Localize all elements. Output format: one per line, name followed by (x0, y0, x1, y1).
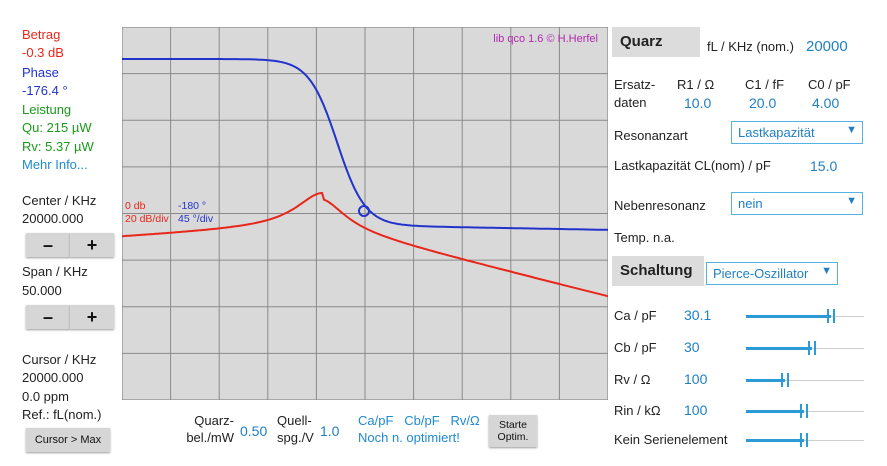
quell-value[interactable]: 1.0 (320, 423, 340, 439)
center-value: 20000.000 (22, 211, 84, 226)
resonanzart-label: Resonanzart (614, 128, 688, 143)
cursor-value: 20000.000 (22, 370, 84, 385)
schaltung-row-value[interactable]: 100 (684, 371, 708, 387)
span-value: 50.000 (22, 283, 62, 298)
slider-fill (746, 347, 812, 350)
rv-value: Rv: 5.37 µW (22, 139, 94, 154)
phase-label: Phase (22, 65, 59, 80)
slider-fill (746, 379, 785, 382)
span-plus-button[interactable]: + (70, 305, 114, 329)
schaltung-row-label: Ca / pF (614, 308, 657, 323)
scale-deg-label: 45 °/div (178, 213, 214, 225)
slider-track[interactable] (746, 380, 864, 381)
response-plot[interactable]: lib qco 1.6 © H.Herfel 0 db 20 dB/div -1… (122, 27, 608, 400)
schaltung-row-label: Rv / Ω (614, 372, 651, 387)
lastkap-value[interactable]: 15.0 (810, 158, 838, 174)
phase-value: -176.4 ° (22, 83, 68, 98)
lastkap-label: Lastkapazität CL(nom) / pF (614, 158, 771, 173)
slider-thumb[interactable] (781, 373, 789, 387)
slider-fill (746, 410, 804, 413)
span-label: Span / KHz (22, 264, 88, 279)
cursor-max-button[interactable]: Cursor > Max (26, 428, 110, 452)
quarz-title-bar (612, 27, 700, 57)
slider-track[interactable] (746, 411, 864, 412)
chevron-down-icon: ▼ (821, 265, 832, 277)
slider-track[interactable] (746, 440, 864, 441)
center-minus-button[interactable]: – (26, 233, 70, 257)
schaltung-row-label: Rin / kΩ (614, 403, 661, 418)
quarz-bel-label-2: bel./mW (186, 430, 234, 445)
slider-thumb[interactable] (827, 309, 835, 323)
center-plus-button[interactable]: + (70, 233, 114, 257)
plot-watermark: lib qco 1.6 © H.Herfel (493, 33, 598, 45)
nebenresonanz-label: Nebenresonanz (614, 198, 706, 213)
quell-label-1: Quell- (277, 413, 312, 428)
betrag-label: Betrag (22, 27, 61, 42)
nebenresonanz-value: nein (738, 196, 763, 211)
c1-value[interactable]: 20.0 (749, 95, 777, 111)
qu-value: Qu: 215 µW (22, 120, 92, 135)
schaltung-row-value[interactable]: 30.1 (684, 307, 712, 323)
amplitude-curve (122, 191, 608, 298)
schaltung-title: Schaltung (620, 262, 693, 279)
schaltung-select[interactable]: Pierce-Oszillator ▼ (706, 262, 838, 285)
slider-fill (746, 315, 831, 318)
quarz-bel-label-1: Quarz- (194, 413, 234, 428)
ersatz-label-2: daten (614, 95, 647, 110)
scale-db-label: 20 dB/div (125, 213, 170, 225)
temp-label: Temp. n.a. (614, 230, 675, 245)
cursor-label: Cursor / KHz (22, 352, 97, 367)
opt-status: Noch n. optimiert! (358, 430, 460, 445)
quell-label-2: spg./V (277, 430, 314, 445)
schaltung-row-label: Kein Serienelement (614, 432, 728, 447)
c0-label: C0 / pF (808, 77, 851, 92)
plot-grid (122, 27, 608, 400)
mehr-info-link[interactable]: Mehr Info... (22, 157, 88, 172)
center-label: Center / KHz (22, 193, 97, 208)
ref-deg-label: -180 ° (178, 200, 206, 212)
quarz-title: Quarz (620, 33, 663, 50)
slider-fill (746, 439, 804, 442)
start-optim-line-2: Optim. (497, 431, 529, 443)
betrag-value: -0.3 dB (22, 45, 64, 60)
slider-thumb[interactable] (800, 404, 808, 418)
chevron-down-icon: ▼ (846, 124, 857, 136)
span-minus-button[interactable]: – (26, 305, 70, 329)
schaltung-row-value[interactable]: 100 (684, 402, 708, 418)
c0-value[interactable]: 4.00 (812, 95, 840, 111)
start-optim-line-1: Starte (498, 419, 527, 431)
cursor-marker[interactable] (358, 205, 370, 217)
resonanzart-select[interactable]: Lastkapazität ▼ (731, 121, 863, 144)
schaltung-row-label: Cb / pF (614, 340, 657, 355)
opt-params: Ca/pF Cb/pF Rv/Ω (358, 413, 480, 428)
schaltung-title-bar (612, 256, 704, 286)
fl-value[interactable]: 20000 (806, 38, 848, 55)
cursor-ppm: 0.0 ppm (22, 389, 69, 404)
slider-thumb[interactable] (800, 433, 808, 447)
c1-label: C1 / fF (745, 77, 785, 92)
r1-value[interactable]: 10.0 (684, 95, 712, 111)
slider-thumb[interactable] (808, 341, 816, 355)
r1-label: R1 / Ω (677, 77, 715, 92)
start-optim-button[interactable]: Starte Optim. (489, 415, 537, 447)
resonanzart-value: Lastkapazität (738, 125, 815, 140)
nebenresonanz-select[interactable]: nein ▼ (731, 192, 863, 215)
leistung-label: Leistung (22, 102, 72, 117)
ersatz-label-1: Ersatz- (614, 77, 656, 92)
chevron-down-icon: ▼ (846, 195, 857, 207)
quarz-bel-value[interactable]: 0.50 (240, 423, 268, 439)
schaltung-value: Pierce-Oszillator (713, 266, 809, 281)
ref-db-label: 0 db (125, 200, 146, 212)
ref-label: Ref.: fL(nom.) (22, 407, 102, 422)
schaltung-row-value[interactable]: 30 (684, 339, 700, 355)
fl-label: fL / KHz (nom.) (707, 39, 794, 54)
